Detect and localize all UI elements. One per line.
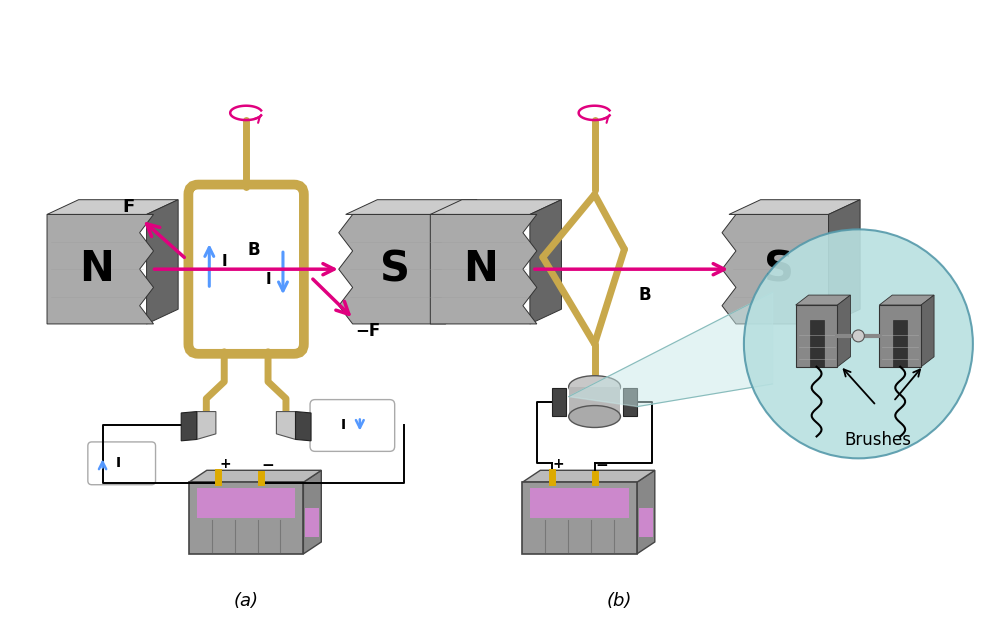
Text: I: I (221, 254, 227, 269)
Text: S: S (764, 248, 794, 290)
Bar (552, 388, 566, 416)
Polygon shape (445, 200, 477, 324)
Text: (a): (a) (234, 592, 259, 610)
Polygon shape (879, 305, 921, 367)
Circle shape (744, 230, 973, 459)
Polygon shape (296, 412, 311, 441)
Polygon shape (879, 295, 934, 305)
Polygon shape (837, 295, 850, 367)
Ellipse shape (569, 406, 620, 427)
Text: N: N (463, 248, 498, 290)
Polygon shape (47, 215, 154, 324)
Polygon shape (197, 412, 216, 439)
Polygon shape (189, 470, 321, 482)
Bar (522, 482, 637, 554)
Polygon shape (829, 200, 860, 324)
Text: F: F (123, 198, 135, 217)
Bar (569, 387, 620, 417)
Polygon shape (430, 200, 561, 215)
Text: I: I (341, 419, 346, 432)
Text: I: I (265, 271, 271, 286)
Bar (197, 488, 295, 518)
Polygon shape (637, 470, 655, 554)
Text: B: B (248, 241, 260, 259)
Text: B: B (638, 286, 651, 304)
Polygon shape (921, 295, 934, 367)
Text: Brushes: Brushes (845, 431, 912, 449)
Polygon shape (569, 292, 773, 407)
Polygon shape (810, 321, 824, 367)
Bar (305, 508, 319, 537)
Text: N: N (79, 248, 114, 290)
Polygon shape (430, 215, 537, 324)
Text: −: − (595, 458, 608, 473)
Polygon shape (893, 321, 907, 367)
Text: S: S (380, 248, 410, 290)
Text: −F: −F (355, 322, 380, 340)
Polygon shape (522, 470, 655, 482)
FancyBboxPatch shape (188, 185, 304, 354)
Polygon shape (276, 412, 296, 439)
Polygon shape (346, 200, 477, 215)
Text: +: + (553, 457, 565, 471)
Bar (623, 388, 637, 416)
Text: (b): (b) (607, 592, 632, 610)
Text: −: − (262, 458, 274, 473)
Text: +: + (219, 457, 231, 471)
Polygon shape (147, 200, 178, 324)
FancyBboxPatch shape (310, 399, 395, 451)
FancyBboxPatch shape (88, 442, 156, 485)
Polygon shape (722, 215, 829, 324)
Polygon shape (729, 200, 860, 215)
Circle shape (852, 330, 864, 342)
Bar (189, 482, 303, 554)
Polygon shape (530, 200, 561, 324)
Polygon shape (339, 215, 445, 324)
Polygon shape (796, 295, 850, 305)
Polygon shape (181, 412, 197, 441)
Bar (639, 508, 653, 537)
Polygon shape (303, 470, 321, 554)
Ellipse shape (569, 376, 620, 397)
Polygon shape (47, 200, 178, 215)
Polygon shape (796, 305, 837, 367)
Bar (530, 488, 629, 518)
Text: I: I (116, 456, 121, 470)
